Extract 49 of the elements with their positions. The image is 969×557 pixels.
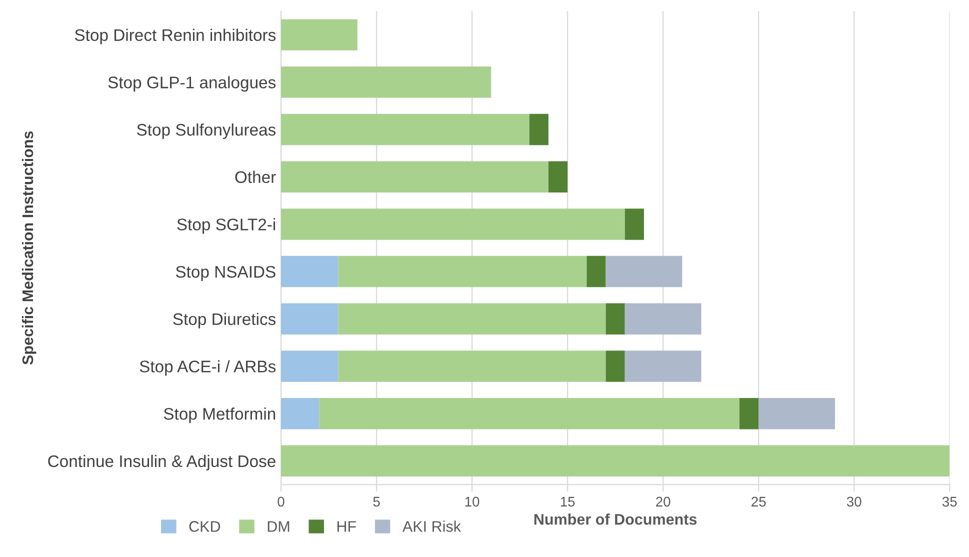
y-tick-label: Stop Sulfonylureas xyxy=(137,123,276,139)
x-tick-label: 25 xyxy=(752,496,766,507)
bar xyxy=(281,350,338,382)
bar xyxy=(606,350,625,382)
y-tick-label: Stop ACE-i / ARBs xyxy=(140,360,276,376)
x-tick-label: 20 xyxy=(656,496,670,507)
y-axis-title: Specific Medication Instructions xyxy=(22,131,36,365)
bar xyxy=(338,350,606,382)
x-tick-label: 10 xyxy=(465,496,480,507)
legend-label: AKI Risk xyxy=(402,520,462,532)
bar xyxy=(281,161,548,192)
y-tick-label: Stop Direct Renin inhibitors xyxy=(74,28,276,44)
x-tick-label: 5 xyxy=(373,496,380,507)
bar xyxy=(281,256,338,288)
bar xyxy=(624,208,644,240)
bar xyxy=(281,66,492,98)
legend-label: DM xyxy=(268,521,290,532)
legend-label: HF xyxy=(337,521,356,532)
bar xyxy=(281,303,338,335)
bar xyxy=(281,114,530,146)
x-axis-title: Number of Documents xyxy=(534,514,697,525)
bar xyxy=(529,114,548,146)
y-tick-label: Stop NSAIDS xyxy=(176,266,276,282)
y-tick-label: Stop Metformin xyxy=(164,408,276,424)
bar xyxy=(281,19,358,50)
bar xyxy=(624,350,702,382)
legend-label: CKD xyxy=(189,521,220,532)
y-tick-label: Continue Insulin & Adjust Dose xyxy=(48,454,276,470)
bar xyxy=(281,445,950,477)
bar xyxy=(606,303,625,335)
bar xyxy=(548,161,568,192)
bar xyxy=(338,256,587,288)
x-tick-label: 0 xyxy=(278,496,284,507)
bar xyxy=(624,303,702,335)
x-tick-label: 35 xyxy=(942,496,957,507)
x-tick-label: 15 xyxy=(560,496,575,507)
bar xyxy=(338,303,606,335)
y-tick-label: Other xyxy=(235,170,276,184)
bar xyxy=(281,208,625,240)
bar xyxy=(606,256,682,288)
bar xyxy=(758,398,835,430)
bar xyxy=(739,398,759,430)
y-tick-label: Stop GLP-1 analogues xyxy=(108,76,276,92)
x-tick-label: 30 xyxy=(846,496,862,507)
y-tick-label: Stop Diuretics xyxy=(173,312,276,328)
bar xyxy=(586,256,606,288)
bar xyxy=(281,398,320,430)
y-tick-label: Stop SGLT2-i xyxy=(177,218,276,234)
bar xyxy=(319,398,740,430)
